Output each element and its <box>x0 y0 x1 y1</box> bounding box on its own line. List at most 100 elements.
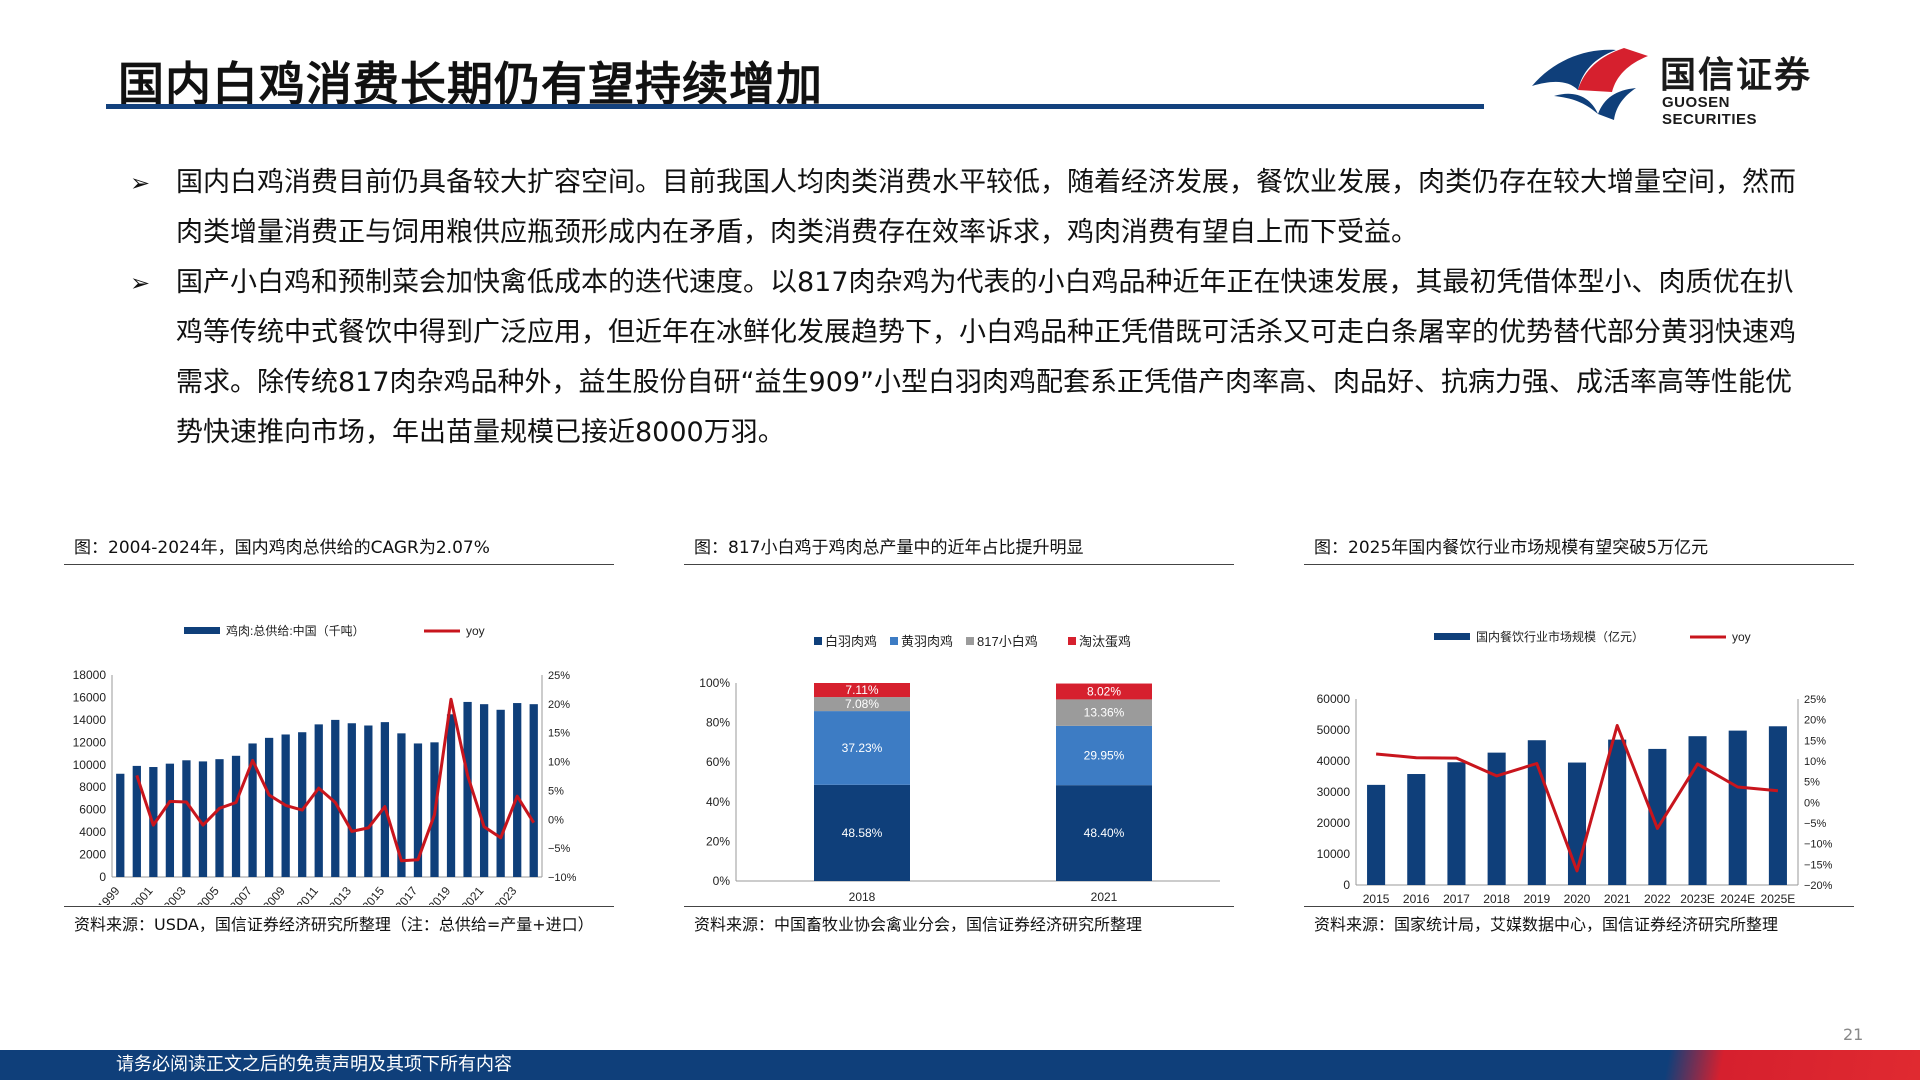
stacked-segment <box>1056 683 1152 700</box>
legend-label: 白羽肉鸡 <box>825 634 877 649</box>
yoy-line <box>1375 724 1779 873</box>
y-right-tick-label: 10% <box>1804 756 1826 768</box>
x-tick-label: 2021 <box>1091 890 1118 904</box>
legend-label: 黄羽肉鸡 <box>901 634 953 649</box>
x-tick-label: 2016 <box>1403 892 1430 905</box>
y-left-tick-label: 16000 <box>73 690 107 704</box>
stacked-segment <box>814 711 910 785</box>
x-tick-label: 2013 <box>326 884 354 905</box>
stacked-segment <box>814 784 910 881</box>
y-right-tick-label: −10% <box>1804 839 1833 851</box>
y-left-tick-label: 10000 <box>1317 847 1351 861</box>
y-right-tick-label: −5% <box>548 843 571 855</box>
y-left-tick-label: 40000 <box>1317 754 1351 768</box>
source-rule <box>1304 906 1854 907</box>
legend-swatch <box>814 637 822 645</box>
source-rule <box>64 906 614 907</box>
x-tick-label: 2001 <box>128 884 156 905</box>
stacked-segment <box>1056 725 1152 786</box>
source-rule <box>684 906 1234 907</box>
bullet-text: 国产小白鸡和预制菜会加快禽低成本的迭代速度。以817肉杂鸡为代表的小白鸡品种近年… <box>176 267 1796 448</box>
market-bar <box>1367 784 1386 885</box>
y-right-tick-label: −20% <box>1804 880 1833 892</box>
legend-swatch-bar <box>184 627 220 634</box>
segment-label: 13.36% <box>1084 706 1125 720</box>
y-right-tick-label: 25% <box>1804 694 1826 706</box>
x-tick-label: 2017 <box>392 884 420 905</box>
y-right-tick-label: 25% <box>548 670 570 682</box>
segment-label: 48.58% <box>842 826 883 840</box>
logo-name-cn: 国信证券 <box>1660 55 1813 96</box>
logo-name-en: GUOSEN SECURITIES <box>1662 94 1758 128</box>
y-right-tick-label: 5% <box>548 785 564 797</box>
chart-panel-supply: 图：2004-2024年，国内鸡肉总供给的CAGR为2.07% 鸡肉:总供给:中… <box>64 532 614 934</box>
y-left-tick-label: 8000 <box>79 780 106 794</box>
x-tick-label: 1999 <box>95 884 123 905</box>
y-tick-label: 40% <box>706 795 730 809</box>
x-tick-label: 2023E <box>1680 892 1715 905</box>
yoy-line <box>135 697 535 863</box>
y-right-tick-label: 15% <box>1804 735 1826 747</box>
x-tick-label: 2009 <box>260 884 288 905</box>
legend-swatch-bar <box>1434 633 1470 640</box>
y-right-tick-label: 5% <box>1804 777 1820 789</box>
x-tick-label: 2022 <box>1644 892 1671 905</box>
legend-label: 鸡肉:总供给:中国（千吨） <box>226 623 365 638</box>
supply-bar <box>298 732 307 877</box>
x-tick-label: 2023 <box>492 884 520 905</box>
legend-label: yoy <box>466 624 485 638</box>
x-tick-label: 2020 <box>1564 892 1591 905</box>
arrow-bullet-icon: ➢ <box>130 169 151 197</box>
supply-bar <box>198 761 208 877</box>
chart-caption: 图：2004-2024年，国内鸡肉总供给的CAGR为2.07% <box>74 538 490 558</box>
page-title: 国内白鸡消费长期仍有望持续增加 <box>118 57 823 111</box>
page-number: 21 <box>1843 1025 1864 1044</box>
y-left-tick-label: 4000 <box>79 825 106 839</box>
market-bar <box>1608 739 1627 885</box>
y-right-tick-label: 20% <box>1804 715 1826 727</box>
supply-bar <box>364 725 373 877</box>
market-bar <box>1407 774 1426 885</box>
supply-bar <box>529 704 538 877</box>
segment-label: 37.23% <box>842 741 883 755</box>
x-tick-label: 2019 <box>1523 892 1550 905</box>
x-tick-label: 2005 <box>194 884 222 905</box>
y-left-tick-label: 18000 <box>73 668 107 682</box>
supply-bar <box>463 701 472 877</box>
supply-bar <box>165 763 175 877</box>
chart-source: 资料来源：中国畜牧业协会禽业分会，国信证券经济研究所整理 <box>694 915 1143 934</box>
supply-bar <box>248 743 257 877</box>
chart-source: 资料来源：国家统计局，艾媒数据中心，国信证券经济研究所整理 <box>1314 915 1779 934</box>
y-left-tick-label: 12000 <box>73 735 107 749</box>
supply-bar <box>413 743 423 877</box>
y-right-tick-label: −10% <box>548 872 577 884</box>
legend-swatch <box>890 637 898 645</box>
title-underline <box>106 104 1484 109</box>
caption-rule <box>1304 564 1854 565</box>
x-tick-label: 2018 <box>849 890 876 904</box>
segment-label: 29.95% <box>1084 749 1125 763</box>
share-chart: 白羽肉鸡 黄羽肉鸡 817小白鸡 淘汰蛋鸡 0% 20% 40% 60% 80% 100% 48.5… <box>699 634 1220 904</box>
x-tick-label: 2019 <box>425 884 453 905</box>
segment-label: 7.08% <box>845 697 879 711</box>
segment-label: 8.02% <box>1087 684 1121 698</box>
supply-bar <box>215 759 224 877</box>
x-tick-label: 2015 <box>359 884 387 905</box>
y-right-tick-label: 0% <box>1804 797 1820 809</box>
stacked-segment <box>814 683 910 698</box>
supply-bar <box>314 724 323 877</box>
y-left-tick-label: 2000 <box>79 848 106 862</box>
legend-label: 淘汰蛋鸡 <box>1079 634 1131 649</box>
market-bar <box>1447 762 1466 885</box>
x-tick-label: 2015 <box>1363 892 1390 905</box>
supply-bar <box>496 709 505 877</box>
supply-bar <box>446 714 456 877</box>
supply-bar <box>116 773 125 877</box>
supply-bar <box>231 755 241 877</box>
chart-panel-share: 图：817小白鸡于鸡肉总产量中的近年占比提升明显 白羽肉鸡 黄羽肉鸡 817小白鸡 淘… <box>684 532 1234 934</box>
y-right-tick-label: 20% <box>548 699 570 711</box>
footer-accent <box>1560 1050 1920 1080</box>
y-right-tick-label: 0% <box>548 814 564 826</box>
supply-bar <box>513 703 522 877</box>
segment-label: 7.11% <box>845 683 878 697</box>
